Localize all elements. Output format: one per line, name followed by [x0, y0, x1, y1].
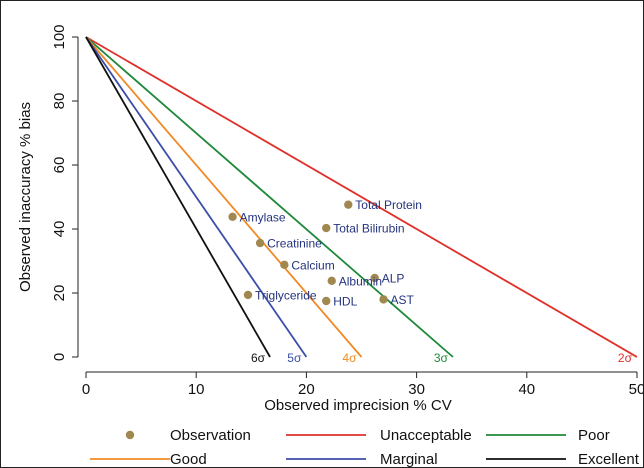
observation-point: [344, 200, 353, 209]
observation-point: [243, 290, 253, 300]
observation-point: [379, 295, 388, 304]
observation-point: [280, 260, 289, 270]
sigma-label: 2σ: [618, 351, 633, 365]
observation-label: AST: [391, 293, 415, 307]
y-tick-label: 80: [51, 93, 68, 110]
x-tick-label: 30: [408, 381, 425, 398]
y-axis-label: Observed inaccuracy % bias: [17, 102, 34, 292]
legend-label: Marginal: [380, 451, 438, 468]
x-tick-label: 50: [629, 381, 644, 398]
sigma-label: 4σ: [342, 351, 357, 365]
observation-point: [322, 223, 331, 233]
observation-point: [327, 276, 336, 286]
legend-label: Unacceptable: [380, 427, 472, 444]
legend-label: Poor: [578, 427, 610, 444]
y-tick-label: 40: [51, 221, 68, 238]
y-tick-label: 100: [51, 24, 68, 49]
observation-label: Albumin: [339, 274, 382, 288]
y-tick-label: 60: [51, 157, 68, 174]
y-tick-label: 0: [51, 353, 68, 361]
observation-label: Total Protein: [355, 198, 422, 212]
observation-point: [322, 296, 331, 306]
x-tick-label: 10: [188, 381, 205, 398]
observation-label: Total Bilirubin: [333, 222, 404, 236]
legend-label: Good: [170, 451, 207, 468]
series-line-unacceptable: [85, 36, 638, 358]
series-line-excellent: [85, 36, 271, 358]
x-tick-label: 0: [82, 381, 90, 398]
observation-label: Calcium: [291, 258, 334, 272]
series-line-poor: [85, 36, 454, 358]
x-axis-label: Observed imprecision % CV: [264, 397, 452, 414]
observation-point: [255, 238, 265, 248]
series-line-marginal: [85, 36, 308, 358]
x-tick-label: 20: [298, 381, 315, 398]
observation-label: HDL: [333, 295, 357, 309]
observation-label: Triglyceride: [255, 288, 317, 302]
legend-label: Excellent: [578, 451, 640, 468]
legend: Observation Unacceptable Poor Good Marginal E…: [90, 427, 640, 468]
legend-marker-observation: [125, 430, 135, 440]
y-tick-label: 20: [51, 285, 68, 302]
observation-point: [370, 273, 379, 283]
axes: 0 10 20 30 40 50 0 20 40 60 80 100: [51, 24, 644, 398]
observation-points: Total Protein Amylase Total Bilirubin Creat…: [228, 198, 422, 309]
observation-label: Creatinine: [267, 237, 322, 251]
sigma-lines: 2σ 3σ 4σ 5σ 6σ: [85, 36, 638, 365]
observation-label: Amylase: [240, 210, 286, 224]
legend-label: Observation: [170, 427, 251, 444]
x-tick-label: 40: [518, 381, 535, 398]
observation-point: [228, 212, 237, 222]
observation-label: ALP: [382, 271, 405, 285]
sigma-label: 6σ: [251, 351, 266, 365]
sigma-label: 5σ: [287, 351, 302, 365]
sigma-label: 3σ: [434, 351, 449, 365]
series-line-good: [85, 36, 363, 358]
